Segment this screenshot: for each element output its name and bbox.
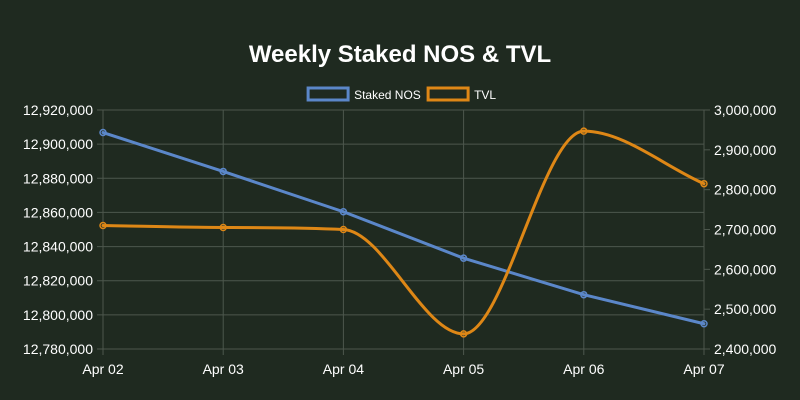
data-point-staked-nos[interactable]: [580, 290, 588, 299]
legend-item-tvl[interactable]: TVL: [426, 86, 496, 102]
y-left-tick-label: 12,920,000: [23, 102, 93, 118]
data-point-staked-nos[interactable]: [459, 254, 468, 262]
legend-label: Staked NOS: [354, 88, 421, 102]
data-point-staked-nos[interactable]: [700, 319, 708, 328]
legend-label: TVL: [474, 88, 496, 102]
series-line-staked-nos: [101, 131, 706, 326]
data-point-staked-nos[interactable]: [219, 167, 227, 176]
x-tick-label: Apr 05: [443, 361, 484, 377]
y-left-tick-label: 12,860,000: [23, 204, 93, 220]
data-point-tvl[interactable]: [99, 221, 107, 230]
data-point-staked-nos[interactable]: [339, 207, 348, 216]
y-left-tick-label: 12,880,000: [23, 170, 93, 186]
data-point-tvl[interactable]: [580, 127, 588, 135]
y-left-tick-label: 12,840,000: [23, 239, 93, 255]
legend-swatch: [306, 86, 350, 102]
y-left-tick-label: 12,780,000: [23, 341, 93, 357]
axes: 12,920,000 12,900,000 12,880,000 12,860,000…: [23, 102, 777, 377]
y-right-tick-label: 2,900,000: [714, 142, 776, 158]
series-lines: [99, 127, 708, 338]
y-right-tick-label: 2,400,000: [714, 341, 776, 357]
y-left-tick-label: 12,800,000: [23, 307, 93, 323]
legend[interactable]: Staked NOS TVL: [306, 86, 496, 102]
y-right-tick-label: 3,000,000: [714, 102, 776, 118]
y-left-tick-label: 12,900,000: [23, 136, 93, 152]
data-point-staked-nos[interactable]: [99, 128, 107, 137]
data-point-tvl[interactable]: [339, 225, 348, 234]
x-tick-label: Apr 04: [323, 361, 364, 377]
chart-title: Weekly Staked NOS & TVL: [249, 41, 551, 68]
x-tick-label: Apr 03: [203, 361, 244, 377]
y-right-tick-label: 2,500,000: [714, 301, 776, 317]
data-point-tvl[interactable]: [219, 223, 227, 232]
legend-swatch: [426, 86, 470, 102]
series-line-tvl: [101, 129, 706, 336]
y-left-tick-label: 12,820,000: [23, 273, 93, 289]
x-tick-label: Apr 07: [683, 361, 724, 377]
x-tick-label: Apr 02: [82, 361, 123, 377]
data-point-tvl[interactable]: [700, 179, 708, 188]
y-right-tick-label: 2,700,000: [714, 222, 776, 238]
legend-item-staked-nos[interactable]: Staked NOS: [306, 86, 421, 102]
grid-lines: [97, 109, 710, 355]
y-right-tick-label: 2,600,000: [714, 261, 776, 277]
data-point-tvl[interactable]: [459, 330, 468, 338]
x-tick-label: Apr 06: [563, 361, 604, 377]
y-right-tick-label: 2,800,000: [714, 182, 776, 198]
